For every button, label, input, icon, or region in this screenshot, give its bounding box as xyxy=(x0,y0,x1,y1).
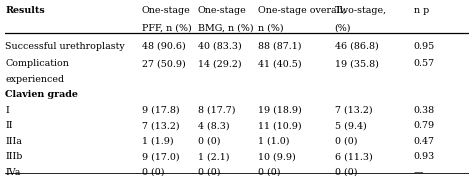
Text: 41 (40.5): 41 (40.5) xyxy=(258,59,301,68)
Text: PFF, n (%): PFF, n (%) xyxy=(142,23,191,32)
Text: BMG, n (%): BMG, n (%) xyxy=(198,23,253,32)
Text: I: I xyxy=(5,106,9,115)
Text: 0 (0): 0 (0) xyxy=(335,137,357,146)
Text: IIIa: IIIa xyxy=(5,137,22,146)
Text: 11 (10.9): 11 (10.9) xyxy=(258,121,301,130)
Text: 19 (18.9): 19 (18.9) xyxy=(258,106,301,115)
Text: 0.47: 0.47 xyxy=(413,137,435,146)
Text: 1 (2.1): 1 (2.1) xyxy=(198,152,229,162)
Text: (%): (%) xyxy=(335,23,351,32)
Text: IIIb: IIIb xyxy=(5,152,23,162)
Text: 0.57: 0.57 xyxy=(413,59,435,68)
Text: 9 (17.8): 9 (17.8) xyxy=(142,106,179,115)
Text: 0.95: 0.95 xyxy=(413,42,435,51)
Text: Successful urethroplasty: Successful urethroplasty xyxy=(5,42,125,51)
Text: One-stage overall,: One-stage overall, xyxy=(258,6,346,15)
Text: n (%): n (%) xyxy=(258,23,283,32)
Text: Results: Results xyxy=(5,6,45,15)
Text: 8 (17.7): 8 (17.7) xyxy=(198,106,235,115)
Text: 0.79: 0.79 xyxy=(413,121,435,130)
Text: n p: n p xyxy=(413,6,429,15)
Text: 0.93: 0.93 xyxy=(413,152,435,162)
Text: 9 (17.0): 9 (17.0) xyxy=(142,152,179,162)
Text: 14 (29.2): 14 (29.2) xyxy=(198,59,241,68)
Text: 1 (1.9): 1 (1.9) xyxy=(142,137,173,146)
Text: 19 (35.8): 19 (35.8) xyxy=(335,59,378,68)
Text: IVa: IVa xyxy=(5,168,20,176)
Text: 0 (0): 0 (0) xyxy=(198,168,220,176)
Text: 88 (87.1): 88 (87.1) xyxy=(258,42,301,51)
Text: Clavien grade: Clavien grade xyxy=(5,90,78,99)
Text: Complication: Complication xyxy=(5,59,69,68)
Text: 46 (86.8): 46 (86.8) xyxy=(335,42,378,51)
Text: 0 (0): 0 (0) xyxy=(335,168,357,176)
Text: II: II xyxy=(5,121,13,130)
Text: 6 (11.3): 6 (11.3) xyxy=(335,152,372,162)
Text: 1 (1.0): 1 (1.0) xyxy=(258,137,290,146)
Text: 7 (13.2): 7 (13.2) xyxy=(335,106,372,115)
Text: 0 (0): 0 (0) xyxy=(142,168,164,176)
Text: 48 (90.6): 48 (90.6) xyxy=(142,42,185,51)
Text: 0 (0): 0 (0) xyxy=(258,168,281,176)
Text: experienced: experienced xyxy=(5,75,64,84)
Text: 10 (9.9): 10 (9.9) xyxy=(258,152,296,162)
Text: One-stage: One-stage xyxy=(142,6,191,15)
Text: 0 (0): 0 (0) xyxy=(198,137,220,146)
Text: Two-stage,: Two-stage, xyxy=(335,6,387,15)
Text: 7 (13.2): 7 (13.2) xyxy=(142,121,179,130)
Text: 40 (83.3): 40 (83.3) xyxy=(198,42,241,51)
Text: —: — xyxy=(413,168,423,176)
Text: 0.38: 0.38 xyxy=(413,106,435,115)
Text: One-stage: One-stage xyxy=(198,6,246,15)
Text: 27 (50.9): 27 (50.9) xyxy=(142,59,185,68)
Text: 5 (9.4): 5 (9.4) xyxy=(335,121,366,130)
Text: 4 (8.3): 4 (8.3) xyxy=(198,121,229,130)
